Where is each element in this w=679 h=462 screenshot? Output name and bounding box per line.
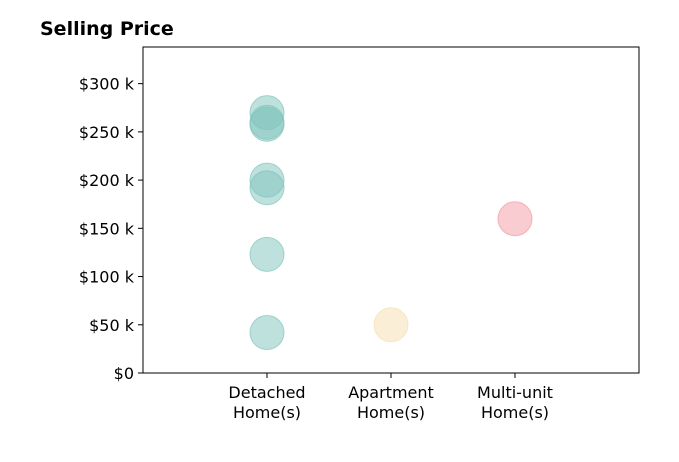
y-tick-label: $50 k (89, 316, 135, 335)
y-tick-label: $0 (114, 364, 134, 383)
data-point (249, 315, 285, 350)
data-point (373, 307, 409, 343)
data-point (249, 236, 285, 272)
x-axis: DetachedHome(s)ApartmentHome(s)Multi-uni… (228, 373, 553, 422)
x-tick-label: Multi-unit (477, 383, 553, 402)
y-tick-label: $200 k (79, 171, 135, 190)
y-axis: $0 $50 k $100 k $150 k $200 k $250 k $300 k (79, 75, 143, 383)
y-tick-label: $250 k (79, 123, 135, 142)
data-point (249, 106, 285, 142)
y-tick-label: $100 k (79, 268, 135, 287)
x-tick-label: Home(s) (233, 403, 301, 422)
x-tick-label: Home(s) (481, 403, 549, 422)
y-tick-label: $300 k (79, 75, 135, 94)
data-point (249, 170, 285, 206)
data-point (497, 201, 533, 237)
x-tick-label: Detached (228, 383, 305, 402)
x-tick-label: Home(s) (357, 403, 425, 422)
points-layer (249, 95, 533, 350)
x-tick-label: Apartment (348, 383, 434, 402)
chart-title: Selling Price (40, 18, 174, 40)
y-tick-label: $150 k (79, 219, 135, 238)
